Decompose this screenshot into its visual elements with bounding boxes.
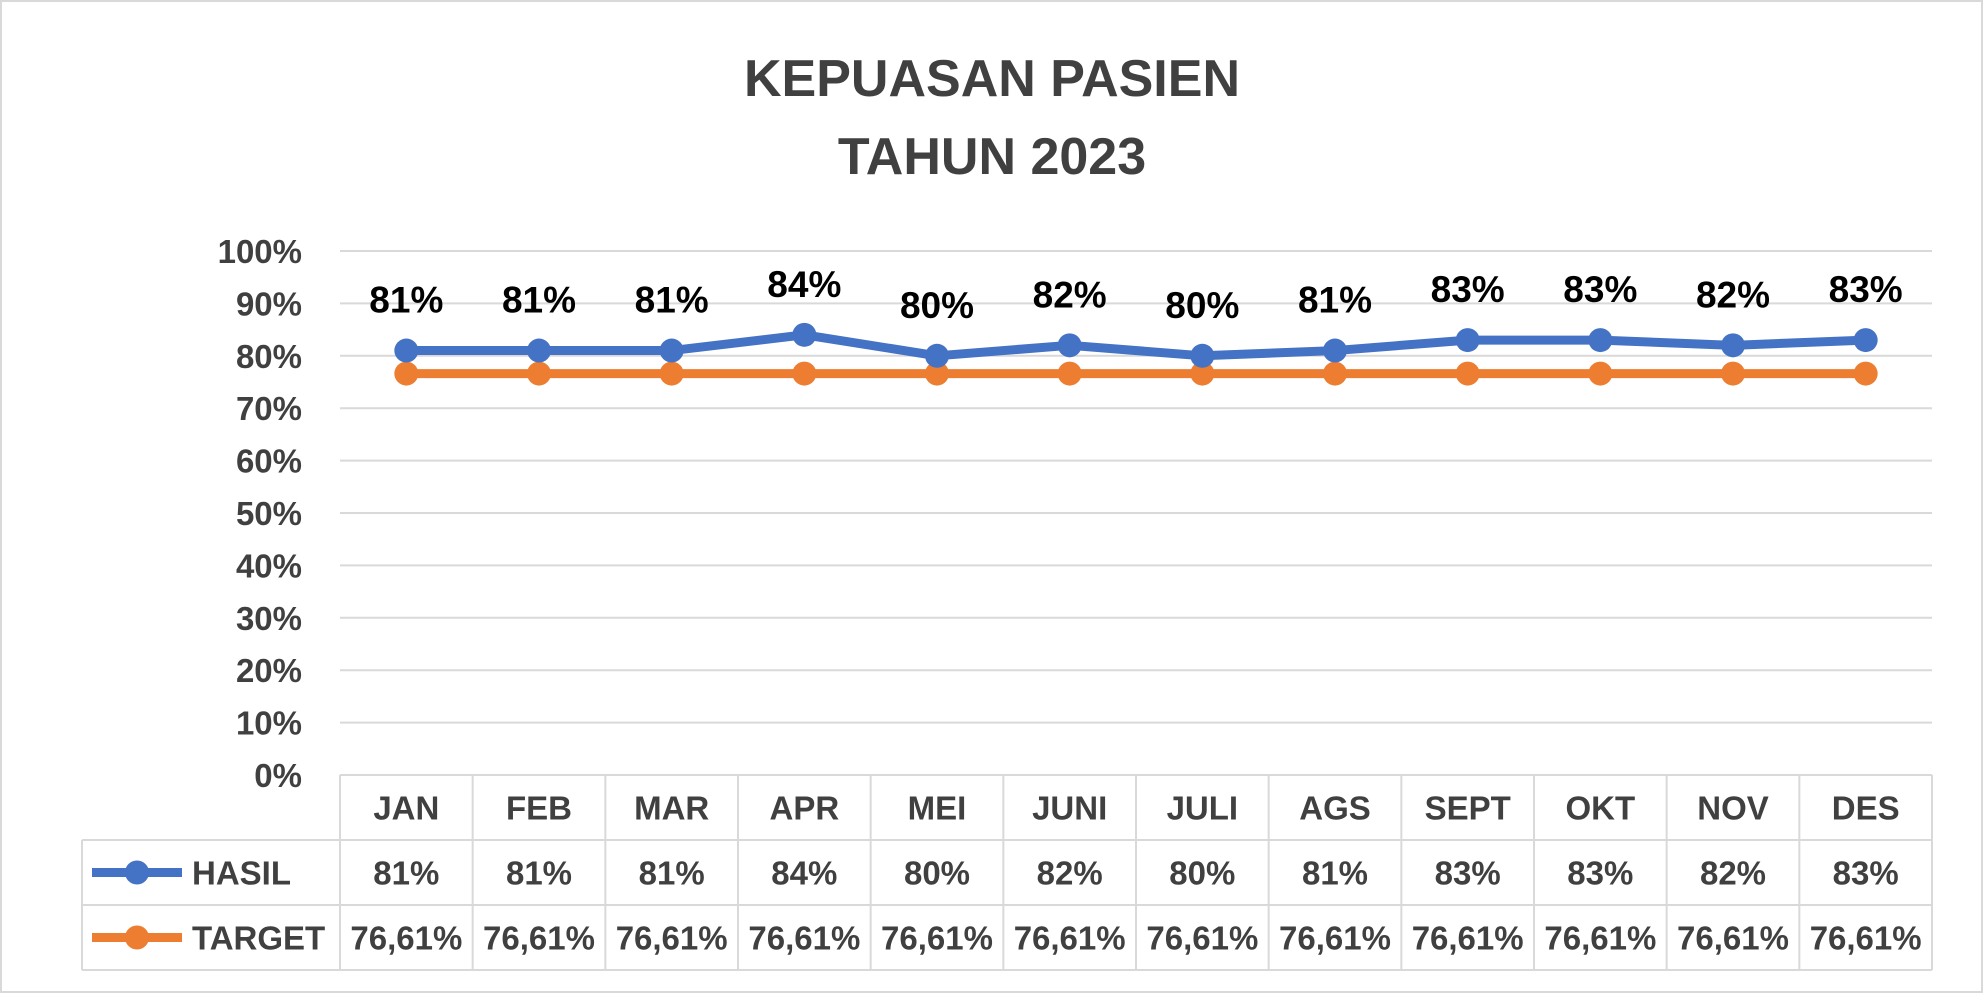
data-point-hasil — [1853, 328, 1878, 353]
data-table: JAN FEB MAR APR MEI JUNI JULI AGS SEPT OKT NOV DES H… — [81, 774, 1933, 971]
data-point-hasil — [1721, 333, 1745, 358]
table-cell-value: 76,61% — [881, 920, 993, 957]
y-tick-label: 40% — [236, 547, 302, 584]
data-point-target — [1588, 361, 1613, 386]
data-label: 82% — [1033, 274, 1107, 315]
x-tick-label: MAR — [634, 790, 709, 827]
table-cell-value: 76,61% — [1412, 920, 1524, 957]
y-tick-label: 20% — [236, 652, 302, 689]
table-cell-value: 81% — [1302, 855, 1368, 892]
y-tick-label: 0% — [254, 757, 302, 794]
table-cell-value: 76,61% — [350, 920, 462, 957]
x-tick-label: OKT — [1565, 790, 1635, 827]
x-tick-label: DES — [1832, 790, 1900, 827]
y-axis-tick-labels: 0% 10% 20% 30% 40% 50% 60% 70% 80% 90% 100% — [218, 233, 302, 794]
table-cell-value: 83% — [1567, 855, 1633, 892]
data-point-hasil — [1455, 328, 1480, 353]
legend-marker-hasil — [125, 860, 149, 885]
data-point-target — [1190, 361, 1215, 386]
data-point-hasil — [1323, 338, 1347, 363]
table-cell-value: 80% — [1169, 855, 1235, 892]
table-cell-value: 81% — [373, 855, 439, 892]
x-tick-label: FEB — [506, 790, 572, 827]
data-label: 84% — [767, 264, 841, 305]
data-label: 83% — [1563, 269, 1637, 310]
legend-marker-target — [125, 925, 149, 950]
legend-label-hasil: HASIL — [192, 855, 291, 892]
data-point-target — [1721, 361, 1745, 386]
x-tick-label: SEPT — [1425, 790, 1511, 827]
x-tick-label: AGS — [1299, 790, 1371, 827]
x-tick-label: JAN — [373, 790, 439, 827]
table-cell-value: 81% — [639, 855, 705, 892]
table-cell-value: 76,61% — [1544, 920, 1656, 957]
data-label: 83% — [1829, 269, 1903, 310]
chart-subtitle: TAHUN 2023 — [838, 128, 1146, 186]
table-cell-value: 76,61% — [1279, 920, 1391, 957]
data-point-hasil — [527, 338, 551, 363]
data-point-target — [792, 361, 817, 386]
x-tick-label: JUNI — [1032, 790, 1107, 827]
data-label: 80% — [1165, 285, 1239, 326]
x-tick-label: JULI — [1167, 790, 1239, 827]
data-point-target — [1455, 361, 1480, 386]
data-label-layer: 81% 81% 81% 84% 80% 82% 80% 81% 83% 83% 82% 83% — [369, 264, 1902, 326]
table-cell-value: 83% — [1435, 855, 1501, 892]
data-label: 82% — [1696, 274, 1770, 315]
x-tick-label: MEI — [908, 790, 967, 827]
data-label: 81% — [502, 280, 576, 321]
series-layer — [394, 322, 1878, 386]
y-tick-label: 30% — [236, 600, 302, 637]
data-label: 81% — [1298, 280, 1372, 321]
data-point-hasil — [1190, 343, 1215, 368]
data-point-hasil — [792, 322, 817, 347]
table-cell-value: 84% — [771, 855, 837, 892]
data-point-hasil — [925, 343, 949, 368]
y-tick-label: 50% — [236, 495, 302, 532]
data-point-target — [659, 361, 684, 386]
data-point-target — [1853, 361, 1878, 386]
y-tick-label: 80% — [236, 338, 302, 375]
table-cell-value: 76,61% — [616, 920, 728, 957]
table-cell-value: 82% — [1700, 855, 1766, 892]
y-tick-label: 90% — [236, 285, 302, 322]
data-label: 81% — [369, 280, 443, 321]
data-point-hasil — [1057, 333, 1082, 358]
series-line-hasil — [401, 330, 1871, 361]
data-point-target — [925, 361, 949, 386]
data-label: 81% — [635, 280, 709, 321]
table-cell-value: 83% — [1833, 855, 1899, 892]
table-cell-value: 76,61% — [748, 920, 860, 957]
table-cell-value: 81% — [506, 855, 572, 892]
data-point-target — [527, 361, 551, 386]
table-cell-value: 80% — [904, 855, 970, 892]
table-cell-value: 76,61% — [1146, 920, 1258, 957]
data-point-hasil — [394, 338, 419, 363]
data-point-target — [394, 361, 419, 386]
y-tick-label: 70% — [236, 390, 302, 427]
y-tick-label: 60% — [236, 443, 302, 480]
table-cell-value: 76,61% — [483, 920, 595, 957]
data-label: 80% — [900, 285, 974, 326]
chart-title: KEPUASAN PASIEN — [744, 50, 1240, 108]
table-cell-value: 82% — [1037, 855, 1103, 892]
y-tick-label: 10% — [236, 705, 302, 742]
legend-label-target: TARGET — [192, 920, 325, 957]
grid-layer — [340, 250, 1932, 724]
x-tick-label: APR — [769, 790, 839, 827]
data-point-hasil — [659, 338, 684, 363]
data-point-target — [1057, 361, 1082, 386]
data-label: 83% — [1431, 269, 1505, 310]
table-cell-value: 76,61% — [1014, 920, 1126, 957]
x-tick-label: NOV — [1697, 790, 1769, 827]
y-tick-label: 100% — [218, 233, 302, 270]
data-point-target — [1323, 361, 1347, 386]
table-cell-value: 76,61% — [1810, 920, 1922, 957]
table-cell-value: 76,61% — [1677, 920, 1789, 957]
data-point-hasil — [1588, 328, 1613, 353]
